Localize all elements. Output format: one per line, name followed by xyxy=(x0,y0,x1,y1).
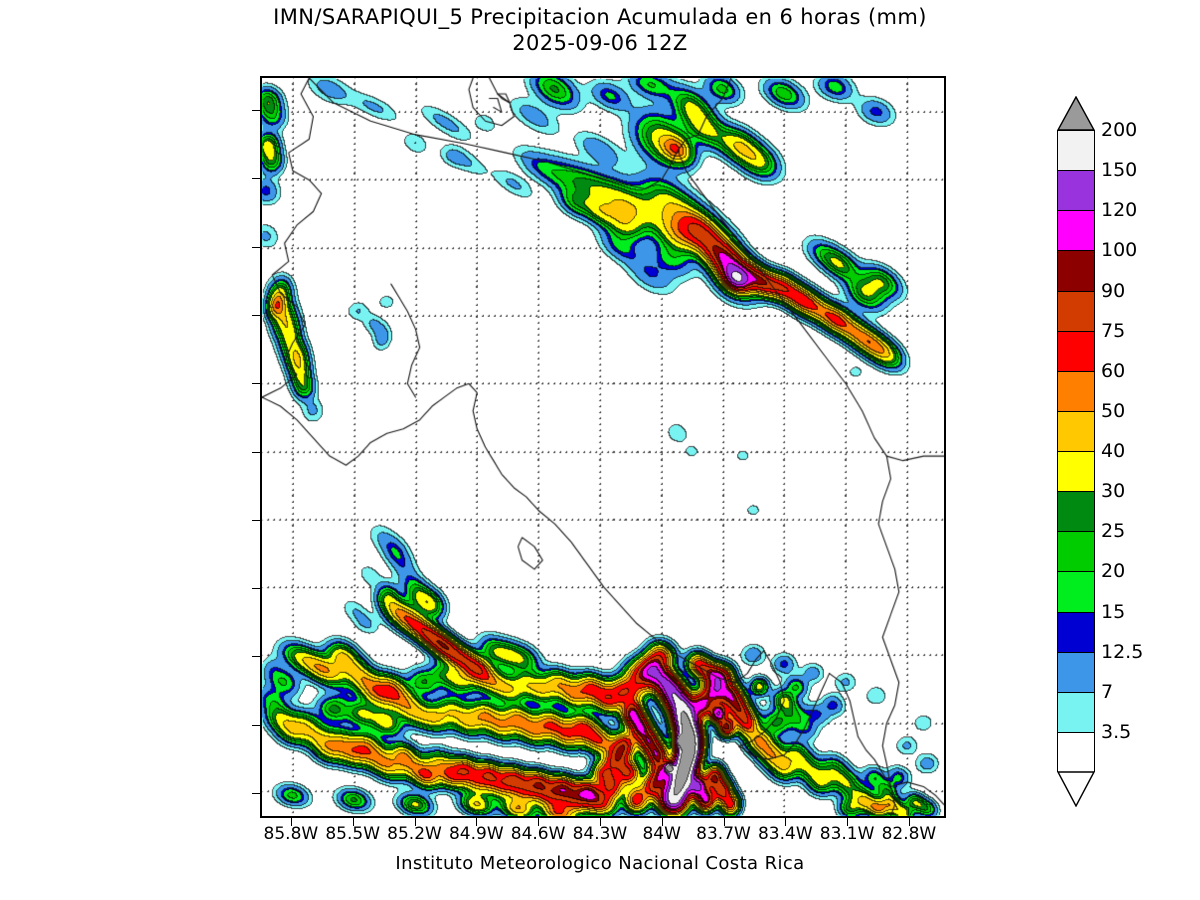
longitude-tick xyxy=(599,818,601,826)
title-line-2: 2025-09-06 12Z xyxy=(512,31,688,55)
chart-title: IMN/SARAPIQUI_5 Precipitacion Acumulada … xyxy=(0,4,1200,56)
longitude-tick-label: 84.9W xyxy=(448,824,504,844)
colorbar-tick-label: 7 xyxy=(1101,680,1114,703)
colorbar-band xyxy=(1058,492,1094,533)
longitude-tick xyxy=(352,818,354,826)
longitude-tick xyxy=(538,818,540,826)
colorbar-band xyxy=(1058,211,1094,252)
latitude-tick xyxy=(252,519,260,521)
colorbar-band xyxy=(1058,652,1094,693)
colorbar-band xyxy=(1058,291,1094,332)
colorbar-band xyxy=(1058,371,1094,412)
longitude-tick-label: 84W xyxy=(642,824,681,844)
colorbar-tick-label: 12.5 xyxy=(1101,640,1144,663)
colorbar-bands xyxy=(1057,130,1095,773)
colorbar-band xyxy=(1058,612,1094,653)
longitude-tick xyxy=(847,818,849,826)
latitude-tick xyxy=(252,246,260,248)
latitude-tick xyxy=(252,451,260,453)
longitude-tick xyxy=(661,818,663,826)
colorbar: 200 150 120 100 90 75 60 50 40 30 25 20 15 12.5 7 3.5 xyxy=(1057,96,1143,807)
colorbar-tick-label: 20 xyxy=(1101,560,1126,583)
colorbar-tick-label: 75 xyxy=(1101,319,1126,342)
colorbar-band xyxy=(1058,692,1094,733)
colorbar-tick-label: 50 xyxy=(1101,399,1126,422)
latitude-tick xyxy=(252,178,260,180)
footer-attribution: Instituto Meteorologico Nacional Costa R… xyxy=(395,853,805,874)
latitude-tick xyxy=(252,314,260,316)
longitude-tick-label: 85.2W xyxy=(387,824,442,844)
longitude-tick-label: 83.7W xyxy=(696,824,751,844)
colorbar-band xyxy=(1058,171,1094,212)
precipitation-contour-map xyxy=(262,78,944,816)
map-plot-area xyxy=(260,76,946,818)
colorbar-band xyxy=(1058,452,1094,493)
colorbar-band xyxy=(1058,732,1094,773)
colorbar-under-arrow xyxy=(1057,771,1095,807)
longitude-tick xyxy=(414,818,416,826)
colorbar-band xyxy=(1058,411,1094,452)
longitude-tick-label: 83.1W xyxy=(819,824,875,844)
colorbar-tick-label: 3.5 xyxy=(1101,720,1132,743)
longitude-tick xyxy=(785,818,787,826)
colorbar-band xyxy=(1058,331,1094,372)
colorbar-tick-label: 15 xyxy=(1101,600,1126,623)
colorbar-over-arrow xyxy=(1057,96,1095,131)
longitude-tick xyxy=(723,818,725,826)
longitude-tick xyxy=(290,818,292,826)
longitude-tick-label: 83.4W xyxy=(757,824,813,844)
colorbar-tick-label: 100 xyxy=(1101,239,1138,262)
longitude-tick xyxy=(908,818,910,826)
longitude-tick-label: 85.8W xyxy=(263,824,319,844)
colorbar-band xyxy=(1058,131,1094,172)
longitude-axis: 85.8W 85.5W 85.2W 84.9W 84.6W 84.3W 84W 83.7W 83… xyxy=(260,818,946,848)
colorbar-band xyxy=(1058,532,1094,573)
colorbar-band xyxy=(1058,572,1094,613)
title-line-1: IMN/SARAPIQUI_5 Precipitacion Acumulada … xyxy=(273,5,927,29)
longitude-tick xyxy=(476,818,478,826)
longitude-tick-label: 84.6W xyxy=(510,824,566,844)
longitude-tick-label: 85.5W xyxy=(325,824,381,844)
colorbar-tick-label: 25 xyxy=(1101,520,1126,543)
colorbar-tick-label: 40 xyxy=(1101,440,1126,462)
longitude-tick-label: 82.8W xyxy=(881,824,937,844)
latitude-tick xyxy=(252,792,260,794)
latitude-tick xyxy=(252,110,260,112)
colorbar-tick-label: 150 xyxy=(1101,159,1138,182)
latitude-tick xyxy=(252,588,260,590)
colorbar-band xyxy=(1058,251,1094,292)
colorbar-tick-label: 60 xyxy=(1101,359,1126,382)
colorbar-tick-label: 30 xyxy=(1101,480,1126,503)
colorbar-tick-label: 200 xyxy=(1101,119,1138,141)
colorbar-tick-label: 120 xyxy=(1101,199,1138,222)
latitude-tick xyxy=(252,383,260,385)
latitude-tick xyxy=(252,724,260,726)
colorbar-tick-label: 90 xyxy=(1101,279,1126,302)
latitude-tick xyxy=(252,656,260,658)
longitude-tick-label: 84.3W xyxy=(572,824,628,844)
